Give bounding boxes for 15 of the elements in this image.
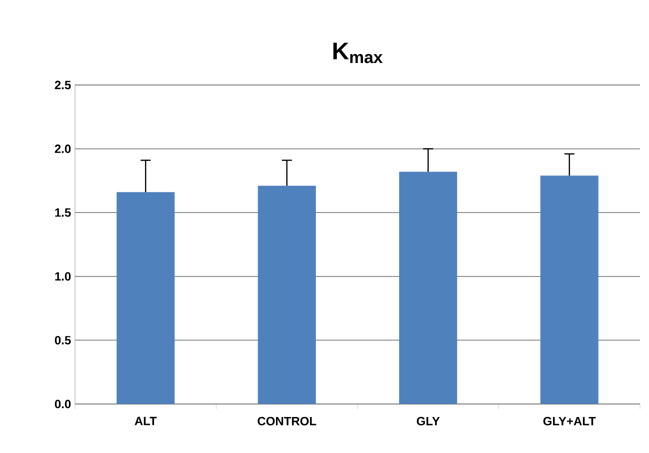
bar bbox=[540, 176, 598, 404]
x-tick-label: GLY bbox=[416, 416, 440, 426]
y-tick-label: 0.0 bbox=[54, 400, 71, 408]
y-tick-label: 1.0 bbox=[55, 272, 71, 281]
chart-title: K$_{max}$ bbox=[333, 42, 383, 64]
x-tick-label: GLY+ALT bbox=[543, 416, 596, 426]
y-tick-label: 0.5 bbox=[54, 336, 71, 344]
bar bbox=[116, 192, 175, 404]
y-tick-label: 1.5 bbox=[55, 208, 71, 217]
x-tick-label: ALT bbox=[134, 416, 157, 426]
bar bbox=[258, 186, 316, 404]
bar bbox=[399, 172, 458, 404]
y-tick-label: 2.5 bbox=[54, 80, 71, 90]
y-tick-label: 2.0 bbox=[54, 144, 71, 154]
x-tick-label: CONTROL bbox=[258, 416, 316, 426]
